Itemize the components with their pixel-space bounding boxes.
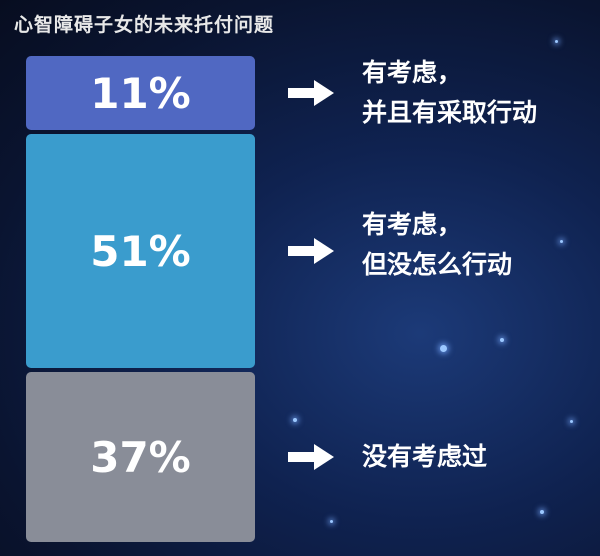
category-label-line: 但没怎么行动	[362, 250, 513, 280]
category-label: 有考虑， 但没怎么行动	[362, 205, 512, 285]
bar-value-label: 51%	[90, 226, 191, 276]
chart-title: 心智障碍子女的未来托付问题	[14, 14, 275, 36]
category-label: 没有考虑过	[362, 437, 487, 477]
bar-segment: 51%	[26, 134, 255, 369]
bar-segment: 11%	[26, 56, 255, 131]
category-label-line: 没有考虑过	[362, 442, 488, 472]
arrow-right-icon	[288, 444, 334, 471]
category-label-line: 有考虑，	[362, 210, 463, 240]
category-label-line: 有考虑，	[362, 58, 463, 88]
category-label-line: 并且有采取行动	[362, 98, 538, 128]
bar-value-label: 37%	[90, 432, 191, 482]
bar-value-label: 11%	[90, 68, 191, 118]
arrow-right-icon	[288, 80, 334, 107]
arrow-right-icon	[288, 238, 334, 265]
bar-segment: 37%	[26, 372, 255, 542]
category-label: 有考虑， 并且有采取行动	[362, 53, 537, 133]
